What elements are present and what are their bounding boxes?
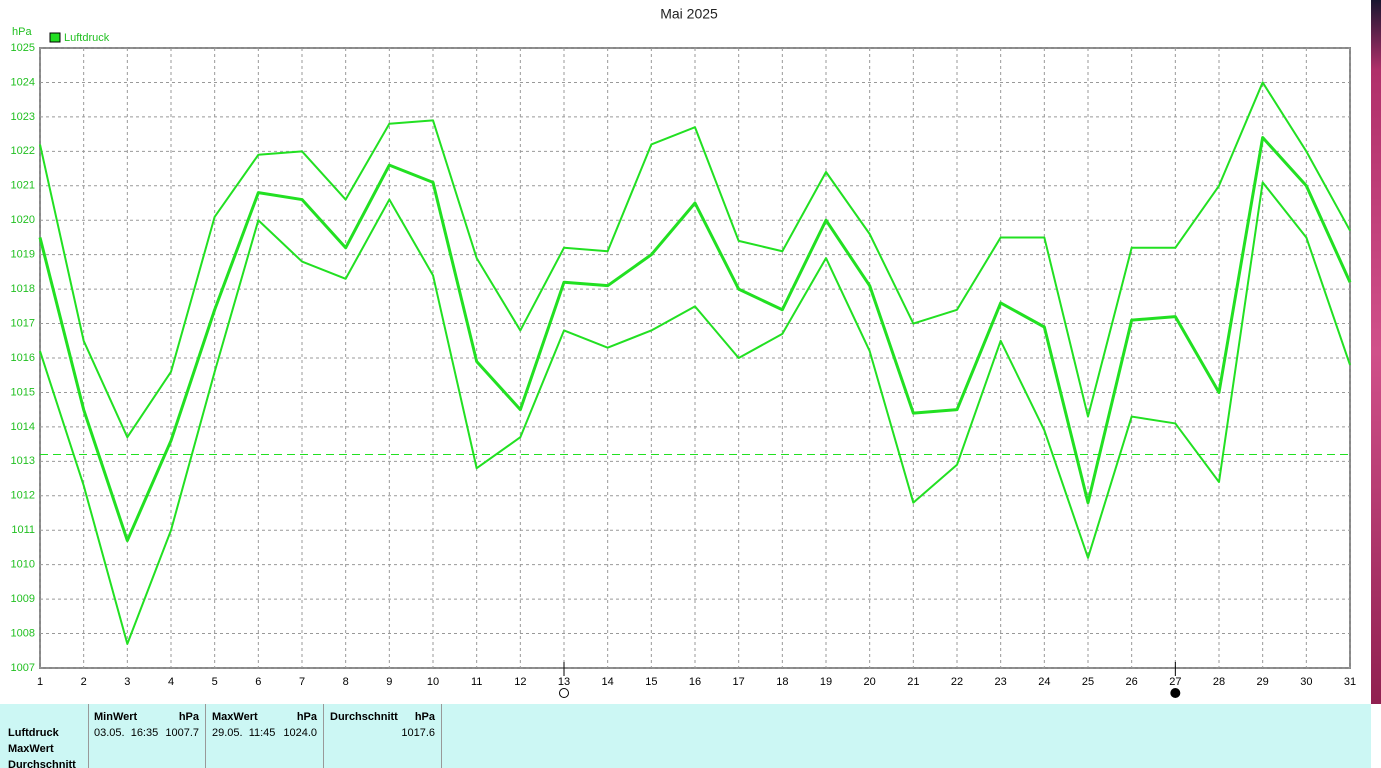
x-tick-label: 22 xyxy=(951,676,963,688)
x-tick-label: 26 xyxy=(1126,676,1138,688)
chart: Mai 2025 hPa Luftdruck 10071008100910101… xyxy=(11,0,1381,704)
col-header: Durchschnitt xyxy=(330,711,398,723)
row-label: Durchschnitt xyxy=(8,759,76,768)
x-tick-label: 18 xyxy=(776,676,788,688)
x-tick-label: 7 xyxy=(299,676,305,688)
x-tick-label: 30 xyxy=(1300,676,1312,688)
x-tick-label: 29 xyxy=(1257,676,1269,688)
y-tick-label: 1018 xyxy=(11,283,35,295)
x-tick-label: 21 xyxy=(907,676,919,688)
value: 1007.7 xyxy=(165,727,199,739)
legend-swatch xyxy=(49,32,61,43)
y-unit: hPa xyxy=(12,26,32,38)
stats-table: Luftdruck MaxWert Durchschnitt MinWert h… xyxy=(0,704,1371,768)
x-tick-label: 8 xyxy=(343,676,349,688)
y-tick-label: 1025 xyxy=(11,42,35,54)
x-tick-label: 1 xyxy=(37,676,43,688)
x-tick-label: 16 xyxy=(689,676,701,688)
avg-col: Durchschnitt hPa 1017.6 xyxy=(323,704,442,768)
y-tick-label: 1013 xyxy=(11,455,35,467)
x-tick-label: 25 xyxy=(1082,676,1094,688)
y-tick-label: 1014 xyxy=(11,421,35,433)
x-tick-label: 3 xyxy=(124,676,130,688)
chart-title: Mai 2025 xyxy=(660,6,718,22)
x-tick-label: 12 xyxy=(514,676,526,688)
x-tick-label: 15 xyxy=(645,676,657,688)
y-tick-label: 1022 xyxy=(11,145,35,157)
y-tick-label: 1024 xyxy=(11,76,35,88)
y-tick-label: 1020 xyxy=(11,214,35,226)
series-line xyxy=(39,81,1351,439)
x-tick-label: 9 xyxy=(386,676,392,688)
x-tick-label: 20 xyxy=(864,676,876,688)
row-label: MaxWert xyxy=(8,743,54,755)
label-col: Luftdruck MaxWert Durchschnitt xyxy=(0,704,89,768)
x-tick-label: 14 xyxy=(602,676,614,688)
col-header: MinWert xyxy=(94,711,138,723)
series-line xyxy=(38,136,1352,543)
y-tick-label: 1011 xyxy=(11,524,35,536)
col-unit: hPa xyxy=(178,711,199,723)
max-col: MaxWert hPa 29.05. 11:45 1024.0 xyxy=(205,704,324,768)
x-tick-label: 2 xyxy=(81,676,87,688)
x-tick-label: 11 xyxy=(471,676,482,688)
col-unit: hPa xyxy=(414,711,435,723)
side-strip xyxy=(1371,0,1381,704)
x-tick-label: 17 xyxy=(733,676,745,688)
x-tick-label: 19 xyxy=(820,676,832,688)
row-label: Luftdruck xyxy=(8,727,59,739)
x-tick-label: 27 xyxy=(1169,676,1181,688)
x-tick-label: 28 xyxy=(1213,676,1225,688)
col-unit: hPa xyxy=(296,711,317,723)
x-tick-label: 24 xyxy=(1038,676,1050,688)
y-tick-label: 1023 xyxy=(11,111,35,123)
y-tick-label: 1008 xyxy=(11,627,35,639)
y-tick-label: 1021 xyxy=(11,180,35,192)
y-tick-label: 1016 xyxy=(11,352,35,364)
time: 03.05. 16:35 xyxy=(94,727,159,739)
y-tick-label: 1007 xyxy=(11,662,35,674)
y-tick-label: 1010 xyxy=(11,559,35,571)
moon-marker xyxy=(1170,688,1181,698)
x-tick-label: 4 xyxy=(168,676,174,688)
x-tick-label: 23 xyxy=(995,676,1007,688)
time: 29.05. 11:45 xyxy=(212,727,276,739)
x-tick-label: 31 xyxy=(1344,676,1356,688)
value: 1017.6 xyxy=(401,727,435,739)
y-tick-label: 1009 xyxy=(11,593,35,605)
x-tick-label: 5 xyxy=(212,676,218,688)
x-tick-label: 13 xyxy=(558,676,570,688)
moon-marker xyxy=(559,688,569,698)
col-header: MaxWert xyxy=(212,711,258,723)
legend-label: Luftdruck xyxy=(64,32,110,44)
x-tick-label: 10 xyxy=(427,676,439,688)
value: 1024.0 xyxy=(283,727,317,739)
min-col: MinWert hPa 03.05. 16:35 1007.7 xyxy=(88,704,206,768)
y-tick-label: 1015 xyxy=(11,386,35,398)
y-tick-label: 1019 xyxy=(11,249,35,261)
x-tick-label: 6 xyxy=(255,676,261,688)
series-line xyxy=(39,181,1351,645)
y-tick-label: 1017 xyxy=(11,317,35,329)
y-tick-label: 1012 xyxy=(11,490,35,502)
